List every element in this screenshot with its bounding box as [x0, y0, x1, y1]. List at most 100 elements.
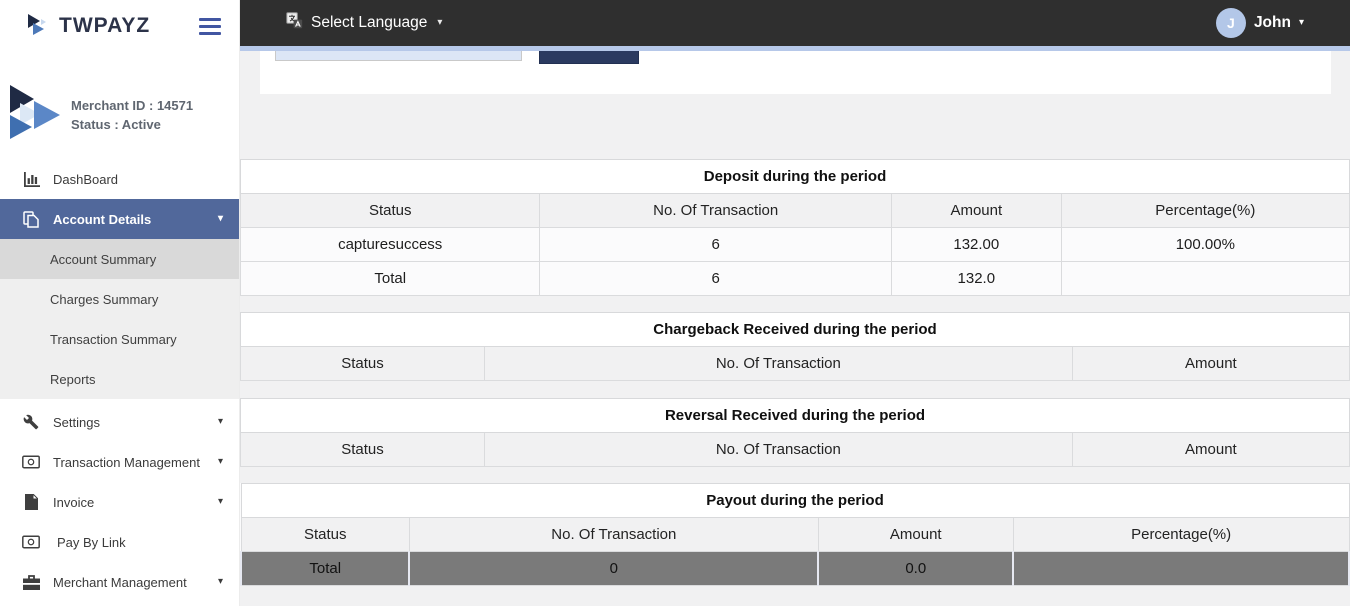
sidebar-item-label: Merchant Management — [53, 574, 187, 590]
column-header: Amount — [890, 193, 1062, 228]
table-cell: 0.0 — [817, 551, 1015, 586]
table-cell: Total — [240, 551, 411, 586]
deposit-table: Deposit during the period Status No. Of Tr… — [240, 159, 1350, 296]
language-selector-label: Select Language — [311, 14, 428, 31]
bar-chart-icon — [20, 171, 42, 187]
sidebar-item-account-details[interactable]: Account Details ▾ — [0, 199, 239, 239]
column-header: Amount — [1071, 346, 1350, 381]
sidebar-nav: DashBoard Account Details ▾ Account Summ… — [0, 159, 239, 602]
table-cell: capturesuccess — [240, 227, 541, 262]
brand-logo-icon — [26, 11, 52, 42]
table-cell: 6 — [539, 227, 892, 262]
hamburger-menu-icon[interactable] — [199, 14, 223, 39]
chevron-down-icon: ▾ — [217, 213, 223, 224]
chevron-down-icon: ▾ — [217, 576, 223, 587]
column-header: Status — [240, 517, 410, 552]
table-cell — [1012, 551, 1350, 586]
chevron-down-icon: ▾ — [217, 496, 223, 507]
table-cell — [1060, 261, 1350, 296]
chargeback-table: Chargeback Received during the period Sta… — [240, 312, 1350, 381]
payout-table: Payout during the period Status No. Of Tra… — [240, 483, 1350, 586]
column-header: No. Of Transaction — [408, 517, 819, 552]
file-icon — [20, 494, 42, 510]
user-name: John — [1253, 14, 1291, 31]
avatar: J — [1215, 8, 1246, 38]
account-details-submenu: Account Summary Charges Summary Transact… — [0, 239, 239, 399]
user-menu[interactable]: J John ▾ — [1215, 8, 1304, 38]
reversal-table: Reversal Received during the period Statu… — [240, 398, 1350, 467]
chevron-down-icon: ▾ — [217, 416, 223, 427]
sidebar-item-invoice[interactable]: Invoice ▾ — [0, 482, 239, 522]
search-input[interactable] — [275, 51, 522, 61]
submenu-item-account-summary[interactable]: Account Summary — [0, 239, 239, 279]
deposit-table-title: Deposit during the period — [240, 159, 1350, 194]
copy-icon — [20, 210, 42, 228]
wrench-icon — [20, 414, 42, 430]
chevron-down-icon: ▾ — [437, 17, 443, 28]
sidebar-item-merchant-management[interactable]: Merchant Management ▾ — [0, 562, 239, 602]
submenu-item-label: Account Summary — [50, 251, 157, 267]
chevron-down-icon: ▾ — [217, 456, 223, 467]
merchant-status: Status : Active — [71, 116, 161, 132]
table-cell: 100.00% — [1060, 227, 1350, 262]
column-header: No. Of Transaction — [539, 193, 892, 228]
sidebar-item-label: Account Details — [53, 211, 152, 227]
column-header: Percentage(%) — [1012, 517, 1350, 552]
table-row: Total 6 132.0 — [240, 261, 1350, 296]
sidebar-item-label: Invoice — [53, 494, 95, 510]
table-header-row: Status No. Of Transaction Amount — [240, 346, 1350, 381]
chevron-down-icon: ▾ — [1298, 17, 1304, 28]
payout-table-title: Payout during the period — [241, 483, 1349, 518]
brand: TWPAYZ — [0, 0, 239, 52]
sidebar-item-settings[interactable]: Settings ▾ — [0, 402, 239, 442]
sidebar-item-label: Transaction Management — [53, 454, 200, 470]
sidebar-item-label: Settings — [53, 414, 100, 430]
column-header: No. Of Transaction — [483, 432, 1073, 467]
submenu-item-reports[interactable]: Reports — [0, 359, 239, 399]
main-content: Deposit during the period Status No. Of Tr… — [240, 51, 1350, 606]
submenu-item-transaction-summary[interactable]: Transaction Summary — [0, 319, 239, 359]
search-card — [260, 51, 1331, 94]
column-header: Amount — [1071, 432, 1350, 467]
reversal-table-title: Reversal Received during the period — [240, 398, 1350, 433]
translate-icon — [286, 12, 303, 34]
content-top-strip — [240, 46, 1350, 51]
sidebar: TWPAYZ Merchant ID : 14571 Status : Acti… — [0, 0, 240, 606]
submit-button[interactable] — [539, 51, 639, 64]
submenu-item-charges-summary[interactable]: Charges Summary — [0, 279, 239, 319]
sidebar-item-transaction-management[interactable]: Transaction Management ▾ — [0, 442, 239, 482]
table-header-row: Status No. Of Transaction Amount Percentage… — [240, 193, 1350, 228]
table-cell: 132.0 — [890, 261, 1062, 296]
table-header-row: Status No. Of Transaction Amount — [240, 432, 1350, 467]
submenu-item-label: Charges Summary — [50, 291, 159, 307]
column-header: No. Of Transaction — [483, 346, 1073, 381]
submenu-item-label: Reports — [50, 371, 96, 387]
table-row: Total 0 0.0 — [240, 551, 1350, 586]
column-header: Percentage(%) — [1060, 193, 1350, 228]
chargeback-table-title: Chargeback Received during the period — [240, 312, 1350, 347]
merchant-info-block: Merchant ID : 14571 Status : Active — [0, 83, 239, 146]
sidebar-item-label: Pay By Link — [57, 534, 126, 550]
column-header: Status — [240, 432, 485, 467]
language-selector[interactable]: Select Language ▾ — [286, 12, 442, 34]
merchant-logo-icon — [8, 83, 62, 146]
money-icon — [20, 455, 42, 469]
table-cell: 0 — [408, 551, 820, 586]
table-cell: Total — [240, 261, 541, 296]
briefcase-icon — [20, 574, 42, 590]
table-row: capturesuccess 6 132.00 100.00% — [240, 227, 1350, 262]
column-header: Amount — [817, 517, 1014, 552]
column-header: Status — [240, 346, 485, 381]
money-icon — [20, 535, 42, 549]
merchant-id: Merchant ID : 14571 — [71, 97, 194, 113]
sidebar-item-dashboard[interactable]: DashBoard — [0, 159, 239, 199]
sidebar-item-label: DashBoard — [53, 171, 119, 187]
submenu-item-label: Transaction Summary — [50, 331, 177, 347]
table-cell: 6 — [539, 261, 892, 296]
sidebar-item-pay-by-link[interactable]: Pay By Link — [0, 522, 239, 562]
table-header-row: Status No. Of Transaction Amount Percentage… — [240, 517, 1350, 552]
topbar: Select Language ▾ J John ▾ — [240, 0, 1350, 46]
table-cell: 132.00 — [890, 227, 1062, 262]
column-header: Status — [240, 193, 541, 228]
brand-name: TWPAYZ — [59, 14, 151, 37]
